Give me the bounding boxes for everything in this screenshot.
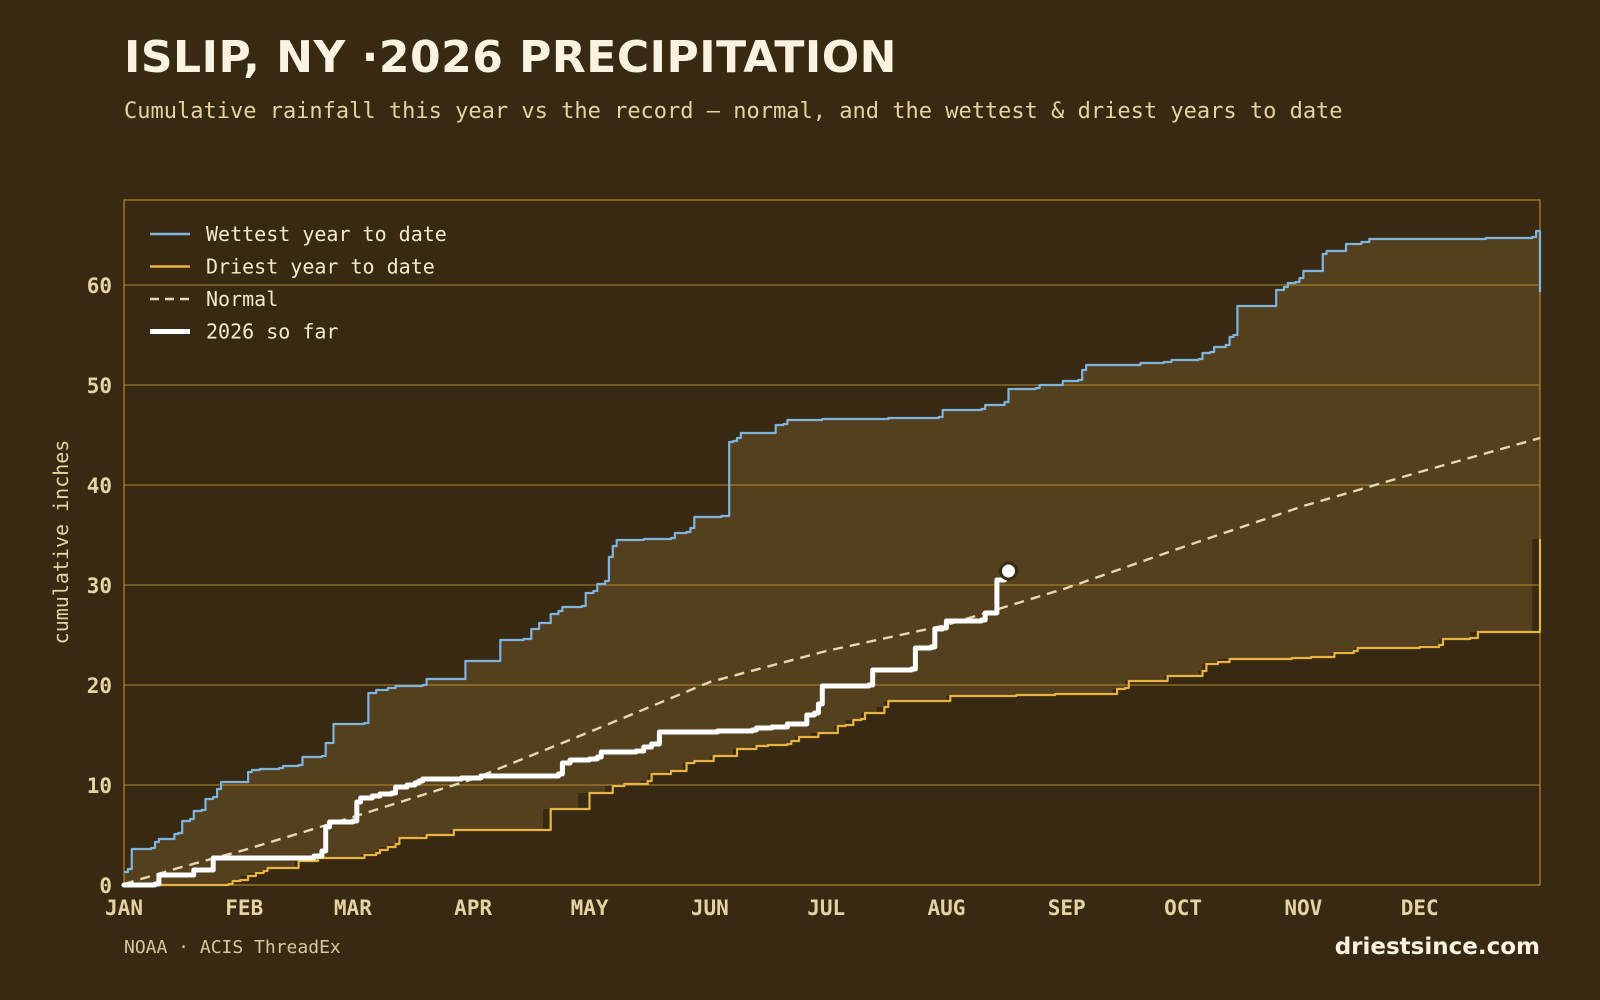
x-tick-label: FEB: [225, 896, 263, 920]
y-tick-label: 10: [87, 774, 112, 798]
brand-link[interactable]: driestsince.com: [1334, 934, 1540, 960]
legend-label: Normal: [206, 287, 278, 311]
x-tick-label: JUL: [807, 896, 845, 920]
y-tick-label: 40: [87, 474, 112, 498]
y-tick-label: 0: [99, 874, 112, 898]
y-tick-label: 50: [87, 374, 112, 398]
series-driest-line: [124, 539, 1542, 887]
current-value-marker[interactable]: [999, 561, 1019, 581]
range-band: [124, 231, 1540, 885]
x-tick-label: NOV: [1284, 896, 1322, 920]
legend[interactable]: Wettest year to date Driest year to date N…: [150, 222, 447, 344]
x-tick-label: AUG: [927, 896, 965, 920]
source-credit: NOAA · ACIS ThreadEx: [124, 937, 341, 958]
y-tick-label: 60: [87, 274, 112, 298]
series-group: [121, 229, 1542, 888]
x-tick-label: OCT: [1164, 896, 1202, 920]
x-tick-label: MAR: [334, 896, 372, 920]
page-subtitle: Cumulative rainfall this year vs the rec…: [124, 99, 1343, 124]
x-tick-label: JAN: [105, 896, 143, 920]
series-normal-line: [123, 436, 1541, 886]
y-tick-label: 30: [87, 574, 112, 598]
x-tick-label: DEC: [1401, 896, 1439, 920]
legend-item-normal[interactable]: Normal: [150, 287, 278, 311]
y-axis-label: cumulative inches: [49, 440, 73, 645]
x-tick-label: APR: [454, 896, 492, 920]
legend-item-wettest[interactable]: Wettest year to date: [150, 222, 447, 246]
legend-label: 2026 so far: [206, 320, 338, 344]
legend-item-current[interactable]: 2026 so far: [150, 320, 338, 344]
axes: cumulative inches 0 10 20 30 40 50 60 JAN FEB MAR…: [49, 274, 1439, 920]
x-tick-label: MAY: [571, 896, 609, 920]
x-tick-label: SEP: [1048, 896, 1086, 920]
x-tick-label: JUN: [691, 896, 729, 920]
range-band-area: [124, 231, 1540, 885]
series-current-line: [121, 570, 1008, 888]
y-tick-label: 20: [87, 674, 112, 698]
series-wettest-line: [124, 229, 1542, 874]
legend-label: Wettest year to date: [206, 222, 447, 246]
legend-item-driest[interactable]: Driest year to date: [150, 255, 435, 279]
legend-label: Driest year to date: [206, 255, 435, 279]
page-title: ISLIP, NY ·2026 PRECIPITATION: [124, 32, 897, 83]
